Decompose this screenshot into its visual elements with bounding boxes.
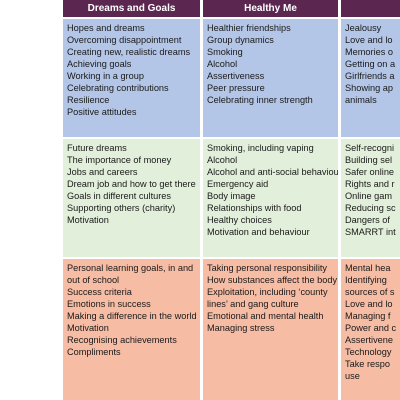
- cell-line: Achieving goals: [67, 59, 132, 69]
- cell-line: Building sel: [345, 155, 392, 165]
- cell-line: Hopes and dreams: [67, 23, 145, 33]
- cell-line: Healthy choices: [207, 215, 272, 225]
- cell-line: Reducing sc: [345, 203, 396, 213]
- cell-line: Healthier friendships: [207, 23, 291, 33]
- cell-line: Getting on a: [345, 59, 396, 69]
- table-cell: Healthier friendships Group dynamics Smoki…: [203, 19, 338, 137]
- cell-line: Rights and r: [345, 179, 395, 189]
- cell-line: Taking personal responsibility: [207, 263, 328, 273]
- cell-line: Working in a group: [67, 71, 144, 81]
- column-header: Dreams and Goals: [63, 0, 200, 17]
- column-header: Healthy Me: [203, 0, 338, 17]
- cell-line: Alcohol: [207, 155, 238, 165]
- table-cell: Mental hea Identifying sources of s Love an…: [341, 259, 400, 400]
- cell-line: Emotions in success: [67, 299, 151, 309]
- cell-line: Identifying: [345, 275, 387, 285]
- table-cell: Future dreams The importance of money Jobs…: [63, 139, 200, 257]
- cell-line: out of school: [67, 275, 120, 285]
- cell-line: Assertiveness: [207, 71, 265, 81]
- cell-line: Self-recogni: [345, 143, 395, 153]
- table-cell: Jealousy Love and lo Memories o Getting on …: [341, 19, 400, 137]
- cell-line: Compliments: [67, 347, 121, 357]
- cell-line: Motivation: [67, 215, 109, 225]
- cell-line: Success criteria: [67, 287, 132, 297]
- cell-line: Take respo: [345, 359, 390, 369]
- cell-line: sources of s: [345, 287, 395, 297]
- column-header: [341, 0, 400, 17]
- cell-line: Celebrating inner strength: [207, 95, 313, 105]
- cell-line: Supporting others (charity): [67, 203, 176, 213]
- cell-line: Dream job and how to get there: [67, 179, 196, 189]
- cell-line: Alcohol: [207, 59, 238, 69]
- cell-line: Motivation: [67, 323, 109, 333]
- cell-line: Assertivene: [345, 335, 394, 345]
- cell-line: Showing ap: [345, 83, 394, 93]
- cell-line: Peer pressure: [207, 83, 265, 93]
- cell-line: The importance of money: [67, 155, 172, 165]
- cell-line: Motivation and behaviour: [207, 227, 310, 237]
- cell-line: Personal learning goals, in and: [67, 263, 194, 273]
- cell-line: Smoking, including vaping: [207, 143, 314, 153]
- cell-line: Making a difference in the world: [67, 311, 197, 321]
- cell-line: Love and lo: [345, 299, 393, 309]
- cell-line: use: [345, 371, 360, 381]
- cell-line: Girlfriends a: [345, 71, 395, 81]
- cell-line: Jealousy: [345, 23, 382, 33]
- cell-line: Memories o: [345, 47, 393, 57]
- table-cell: Hopes and dreams Overcoming disappointmen…: [63, 19, 200, 137]
- cell-line: Exploitation, including ‘county: [207, 287, 328, 297]
- table-cell: Taking personal responsibility How substa…: [203, 259, 338, 400]
- cell-line: Mental hea: [345, 263, 391, 273]
- table-cell: Personal learning goals, in and out of sc…: [63, 259, 200, 400]
- cell-line: Managing f: [345, 311, 391, 321]
- cell-line: animals: [345, 95, 377, 105]
- cell-line: How substances affect the body: [207, 275, 338, 285]
- cell-line: Smoking: [207, 47, 243, 57]
- cell-line: Celebrating contributions: [67, 83, 169, 93]
- cell-line: Online gam: [345, 191, 392, 201]
- cell-line: Body image: [207, 191, 256, 201]
- cell-line: Recognising achievements: [67, 335, 177, 345]
- cell-line: lines’ and gang culture: [207, 299, 299, 309]
- cell-line: Overcoming disappointment: [67, 35, 182, 45]
- table-cell: Self-recogni Building sel Safer online Righ…: [341, 139, 400, 257]
- cell-line: Emergency aid: [207, 179, 269, 189]
- cell-line: Love and lo: [345, 35, 393, 45]
- cell-line: Jobs and careers: [67, 167, 138, 177]
- cell-line: Group dynamics: [207, 35, 274, 45]
- cell-line: Creating new, realistic dreams: [67, 47, 191, 57]
- cell-line: Technology: [345, 347, 392, 357]
- cell-line: Managing stress: [207, 323, 275, 333]
- cell-line: Positive attitudes: [67, 107, 137, 117]
- cell-line: Emotional and mental health: [207, 311, 324, 321]
- cell-line: Safer online: [345, 167, 395, 177]
- cell-line: Dangers of: [345, 215, 390, 225]
- cell-line: Relationships with food: [207, 203, 302, 213]
- table-cell: Smoking, including vaping Alcohol Alcohol …: [203, 139, 338, 257]
- cell-line: Alcohol and anti-social behaviour: [207, 167, 338, 177]
- cell-line: Future dreams: [67, 143, 127, 153]
- cell-line: Goals in different cultures: [67, 191, 172, 201]
- cell-line: Resilience: [67, 95, 110, 105]
- cell-line: SMARRT int: [345, 227, 396, 237]
- cell-line: Power and c: [345, 323, 397, 333]
